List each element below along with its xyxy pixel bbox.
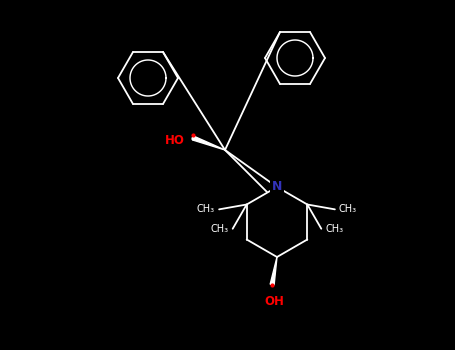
Polygon shape bbox=[270, 257, 277, 285]
Text: CH₃: CH₃ bbox=[211, 224, 229, 234]
Text: HO: HO bbox=[165, 133, 185, 147]
Text: CH₃: CH₃ bbox=[325, 224, 344, 234]
Polygon shape bbox=[192, 136, 225, 150]
Text: CH₃: CH₃ bbox=[197, 204, 215, 214]
Text: N: N bbox=[272, 181, 282, 194]
Text: OH: OH bbox=[264, 295, 284, 308]
Text: CH₃: CH₃ bbox=[339, 204, 357, 214]
